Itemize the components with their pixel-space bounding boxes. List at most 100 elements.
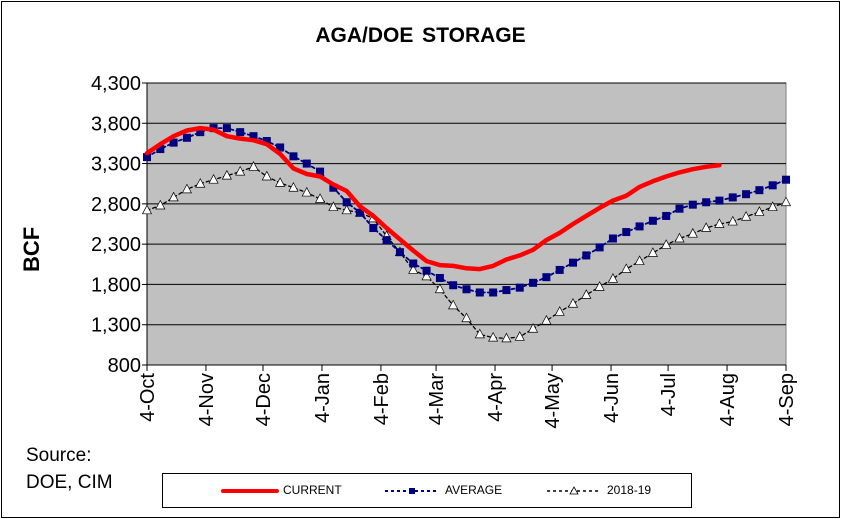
point-2018-19-26 bbox=[488, 331, 499, 342]
point-average-43 bbox=[715, 196, 724, 205]
point-average-2 bbox=[169, 138, 178, 147]
point-average-3 bbox=[182, 133, 191, 142]
point-average-10 bbox=[276, 143, 285, 152]
x-tick-label-1: 4-Nov bbox=[196, 373, 218, 426]
point-average-36 bbox=[622, 228, 631, 237]
point-2018-19-11 bbox=[288, 181, 299, 192]
point-average-11 bbox=[289, 152, 298, 161]
y-tick-label-2: 3,300 bbox=[91, 154, 141, 176]
y-axis-label: BCF bbox=[19, 226, 44, 272]
point-2018-19-28 bbox=[514, 331, 525, 341]
point-2018-19-40 bbox=[674, 232, 685, 243]
point-average-22 bbox=[435, 273, 444, 282]
point-2018-19-42 bbox=[701, 222, 712, 232]
x-tick-label-10: 4-Aug bbox=[717, 373, 739, 426]
point-average-41 bbox=[688, 200, 697, 209]
y-axis-tick-labels: 4,300 3,800 3,300 2,800 2,300 1,800 1,300 800 bbox=[91, 73, 141, 377]
point-2018-19-36 bbox=[621, 263, 632, 273]
point-2018-19-41 bbox=[687, 227, 698, 238]
point-2018-19-31 bbox=[554, 306, 565, 316]
point-average-42 bbox=[702, 198, 711, 207]
point-2018-19-27 bbox=[501, 332, 512, 343]
point-2018-19-1 bbox=[155, 199, 166, 210]
point-average-47 bbox=[768, 181, 777, 190]
plot-background bbox=[146, 82, 787, 366]
x-tick-label-3: 4-Jan bbox=[312, 373, 334, 423]
source-note: Source: DOE, CIM bbox=[26, 442, 113, 496]
point-2018-19-4 bbox=[195, 177, 206, 188]
y-tick-label-5: 1,800 bbox=[91, 274, 141, 296]
point-average-19 bbox=[395, 248, 404, 257]
series-current bbox=[144, 125, 722, 272]
point-2018-19-38 bbox=[647, 247, 658, 257]
point-average-18 bbox=[382, 236, 391, 245]
point-average-15 bbox=[342, 198, 351, 207]
point-2018-19-33 bbox=[581, 289, 592, 299]
point-2018-19-34 bbox=[594, 281, 605, 291]
x-tick-label-7: 4-May bbox=[542, 373, 564, 429]
point-2018-19-24 bbox=[461, 312, 472, 323]
point-2018-19-20 bbox=[408, 264, 419, 274]
x-tick-label-4: 4-Feb bbox=[371, 373, 393, 425]
y-tick-label-1: 3,800 bbox=[91, 113, 141, 135]
x-tick-label-0: 4-Oct bbox=[137, 373, 159, 422]
legend-label-current: CURRENT bbox=[283, 483, 342, 497]
point-average-48 bbox=[782, 175, 790, 184]
point-average-37 bbox=[635, 222, 644, 231]
point-2018-19-32 bbox=[567, 298, 579, 308]
series-line-current bbox=[144, 125, 722, 272]
point-average-40 bbox=[675, 204, 684, 213]
x-tick-label-8: 4-Jun bbox=[601, 373, 623, 423]
point-average-27 bbox=[502, 286, 511, 295]
legend-swatch-average bbox=[385, 488, 439, 494]
point-2018-19-5 bbox=[208, 173, 219, 184]
point-2018-19-6 bbox=[221, 169, 232, 180]
point-2018-19-7 bbox=[235, 165, 246, 176]
point-average-1 bbox=[156, 145, 165, 154]
point-average-14 bbox=[329, 183, 338, 192]
x-tick-label-6: 4-Apr bbox=[485, 373, 507, 422]
plot-area bbox=[142, 82, 787, 366]
point-average-13 bbox=[316, 167, 325, 176]
point-average-12 bbox=[302, 159, 311, 168]
point-average-44 bbox=[728, 193, 737, 202]
point-2018-19-2 bbox=[168, 191, 179, 202]
point-2018-19-47 bbox=[767, 201, 778, 211]
legend-item-2018-19: 2018-19 bbox=[545, 474, 685, 507]
point-2018-19-8 bbox=[248, 161, 259, 171]
series-layer bbox=[141, 124, 792, 343]
y-tick-label-4: 2,300 bbox=[91, 234, 141, 256]
point-2018-19-48 bbox=[780, 196, 792, 207]
x-tick-label-11: 4-Sep bbox=[776, 373, 798, 426]
point-average-34 bbox=[595, 243, 604, 252]
point-average-26 bbox=[489, 288, 498, 297]
point-2018-19-45 bbox=[740, 211, 752, 221]
point-2018-19-39 bbox=[661, 239, 672, 249]
point-average-23 bbox=[449, 281, 458, 290]
point-2018-19-15 bbox=[341, 204, 352, 215]
point-average-31 bbox=[555, 265, 564, 274]
legend-swatch-current bbox=[221, 489, 279, 493]
point-2018-19-12 bbox=[301, 186, 312, 197]
point-2018-19-14 bbox=[328, 201, 339, 211]
point-2018-19-0 bbox=[141, 204, 153, 215]
chart-title: AGA/DOE STORAGE bbox=[315, 24, 526, 47]
point-average-32 bbox=[569, 258, 577, 267]
point-average-8 bbox=[249, 132, 258, 141]
x-tick-label-5: 4-Mar bbox=[426, 373, 448, 426]
point-2018-19-3 bbox=[181, 183, 193, 194]
point-average-17 bbox=[369, 224, 378, 233]
point-2018-19-29 bbox=[527, 322, 539, 333]
point-average-39 bbox=[662, 211, 671, 220]
point-average-7 bbox=[236, 128, 245, 137]
point-2018-19-22 bbox=[434, 283, 445, 294]
point-average-24 bbox=[462, 285, 471, 294]
point-average-33 bbox=[582, 251, 591, 260]
point-average-0 bbox=[143, 153, 151, 162]
point-average-38 bbox=[648, 216, 657, 225]
point-2018-19-37 bbox=[634, 255, 645, 265]
point-average-28 bbox=[515, 283, 524, 292]
y-tick-label-3: 2,800 bbox=[91, 194, 141, 216]
x-tick-label-2: 4-Dec bbox=[253, 373, 275, 426]
legend-item-average: AVERAGE bbox=[383, 474, 543, 507]
